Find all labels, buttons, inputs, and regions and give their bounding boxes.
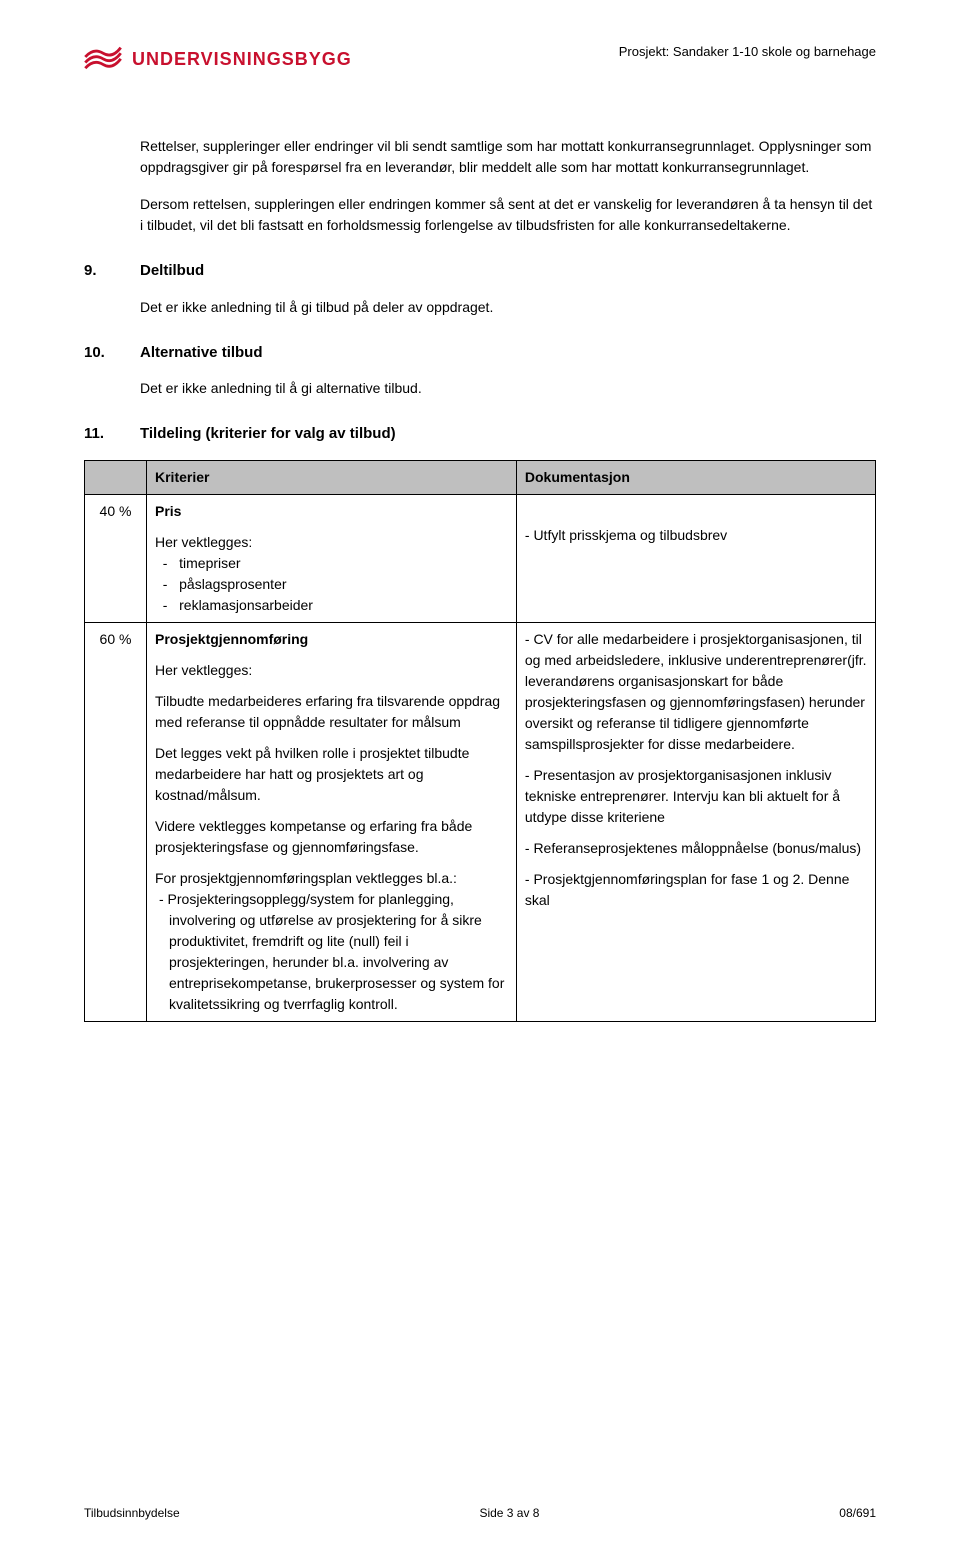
criteria-bullet: - reklamasjonsarbeider <box>155 595 508 616</box>
dokumentasjon-cell: - Utfylt prisskjema og tilbudsbrev <box>516 494 875 622</box>
section-title: Tildeling (kriterier for valg av tilbud) <box>140 423 396 446</box>
logo-mark-icon <box>84 42 122 76</box>
section-number: 11. <box>84 423 114 446</box>
kriterier-cell: Pris Her vektlegges: - timepriser - påsl… <box>147 494 517 622</box>
logo-text: UNDERVISNINGSBYGG <box>132 46 352 73</box>
dok-item: - Prosjektgjennomføringsplan for fase 1 … <box>525 869 867 911</box>
criteria-bullet: - timepriser <box>155 553 508 574</box>
dok-item: - Presentasjon av prosjektorganisasjonen… <box>525 765 867 828</box>
dok-item: - Utfylt prisskjema og tilbudsbrev <box>525 525 867 546</box>
body-content: Rettelser, suppleringer eller endringer … <box>84 136 876 1022</box>
bullet-text: påslagsprosenter <box>179 576 286 592</box>
criteria-bullet: - påslagsprosenter <box>155 574 508 595</box>
dok-item: - Referanseprosjektenes måloppnåelse (bo… <box>525 838 867 859</box>
criteria-title: Pris <box>155 503 181 519</box>
kriterier-cell: Prosjektgjennomføring Her vektlegges: Ti… <box>147 622 517 1021</box>
table-row: 60 % Prosjektgjennomføring Her vektlegge… <box>85 622 876 1021</box>
project-title: Prosjekt: Sandaker 1-10 skole og barneha… <box>619 42 876 62</box>
criteria-lead: Her vektlegges: <box>155 532 508 553</box>
footer-right: 08/691 <box>839 1504 876 1522</box>
criteria-lead: Her vektlegges: <box>155 660 508 681</box>
col-header-kriterier: Kriterier <box>147 460 517 494</box>
weight-cell: 40 % <box>85 494 147 622</box>
criteria-para: Tilbudte medarbeideres erfaring fra tils… <box>155 691 508 733</box>
criteria-para: Videre vektlegges kompetanse og erfaring… <box>155 816 508 858</box>
criteria-para: For prosjektgjennomføringsplan vektlegge… <box>155 868 508 889</box>
section-number: 9. <box>84 260 114 283</box>
footer-left: Tilbudsinnbydelse <box>84 1504 180 1522</box>
footer-center: Side 3 av 8 <box>479 1504 539 1522</box>
section-heading-9: 9. Deltilbud <box>84 260 876 283</box>
dokumentasjon-cell: - CV for alle medarbeidere i prosjektorg… <box>516 622 875 1021</box>
page-header: UNDERVISNINGSBYGG Prosjekt: Sandaker 1-1… <box>84 42 876 76</box>
bullet-text: reklamasjonsarbeider <box>179 597 313 613</box>
plan-bullet: - Prosjekteringsopplegg/system for planl… <box>155 889 508 1015</box>
intro-para-1: Rettelser, suppleringer eller endringer … <box>140 136 876 178</box>
dok-item: - CV for alle medarbeidere i prosjektorg… <box>525 629 867 755</box>
bullet-text: timepriser <box>179 555 240 571</box>
page: UNDERVISNINGSBYGG Prosjekt: Sandaker 1-1… <box>0 0 960 1548</box>
criteria-title: Prosjektgjennomføring <box>155 631 308 647</box>
section-heading-10: 10. Alternative tilbud <box>84 342 876 365</box>
table-header-row: Kriterier Dokumentasjon <box>85 460 876 494</box>
section-title: Deltilbud <box>140 260 204 283</box>
section-title: Alternative tilbud <box>140 342 263 365</box>
criteria-para: Det legges vekt på hvilken rolle i prosj… <box>155 743 508 806</box>
section-number: 10. <box>84 342 114 365</box>
page-footer: Tilbudsinnbydelse Side 3 av 8 08/691 <box>84 1504 876 1522</box>
col-header-blank <box>85 460 147 494</box>
section-body-10: Det er ikke anledning til å gi alternati… <box>140 378 876 399</box>
weight-cell: 60 % <box>85 622 147 1021</box>
col-header-dokumentasjon: Dokumentasjon <box>516 460 875 494</box>
intro-para-2: Dersom rettelsen, suppleringen eller end… <box>140 194 876 236</box>
table-row: 40 % Pris Her vektlegges: - timepriser -… <box>85 494 876 622</box>
criteria-table: Kriterier Dokumentasjon 40 % Pris Her ve… <box>84 460 876 1022</box>
section-heading-11: 11. Tildeling (kriterier for valg av til… <box>84 423 876 446</box>
section-body-9: Det er ikke anledning til å gi tilbud på… <box>140 297 876 318</box>
logo: UNDERVISNINGSBYGG <box>84 42 352 76</box>
